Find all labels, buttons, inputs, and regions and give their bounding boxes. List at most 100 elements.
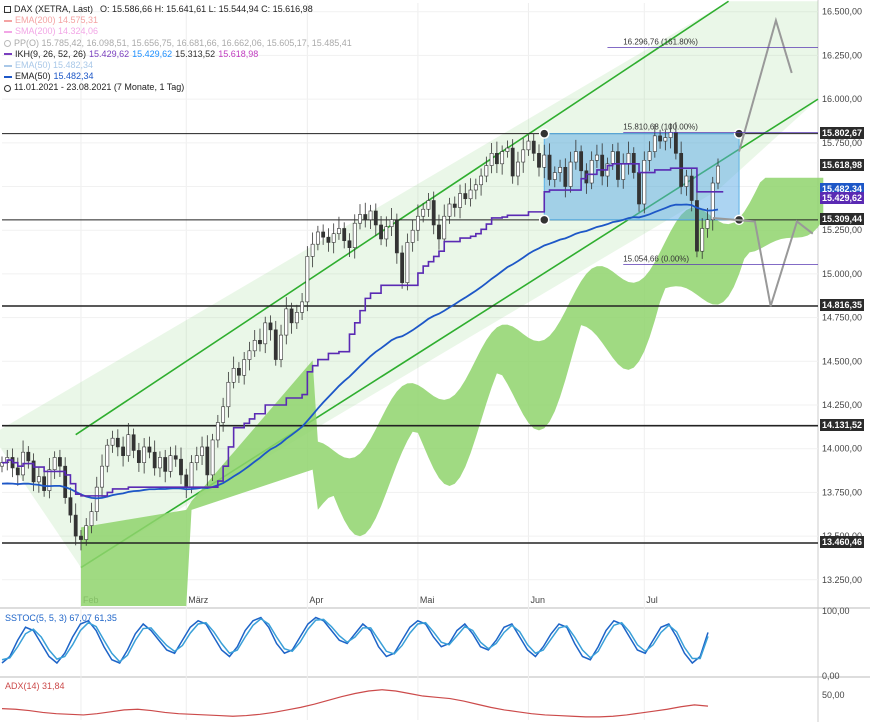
candle-body[interactable] bbox=[131, 434, 136, 451]
candle-body[interactable] bbox=[252, 340, 257, 352]
candle-body[interactable] bbox=[573, 151, 578, 163]
sstoc-label[interactable]: SSTOC(5, 5, 3) 67,07 61,35 bbox=[5, 613, 117, 623]
candle-body[interactable] bbox=[200, 446, 204, 456]
candle-body[interactable] bbox=[621, 163, 626, 180]
candle-body[interactable] bbox=[416, 215, 420, 231]
candle-body[interactable] bbox=[279, 334, 283, 360]
candle-body[interactable] bbox=[294, 312, 299, 324]
candle-body[interactable] bbox=[284, 308, 289, 336]
candle-body[interactable] bbox=[521, 149, 526, 163]
candle-body[interactable] bbox=[47, 469, 52, 491]
candle-body[interactable] bbox=[589, 160, 594, 184]
candle-body[interactable] bbox=[673, 132, 678, 154]
candle-body[interactable] bbox=[484, 165, 489, 177]
candle-body[interactable] bbox=[468, 189, 473, 200]
candle-body[interactable] bbox=[479, 175, 483, 186]
candle-body[interactable] bbox=[42, 476, 47, 491]
candle-body[interactable] bbox=[258, 340, 262, 345]
candle-body[interactable] bbox=[679, 153, 684, 187]
candle-body[interactable] bbox=[568, 161, 573, 187]
candle-body[interactable] bbox=[305, 256, 310, 303]
pivot-marker[interactable] bbox=[539, 128, 550, 139]
candle-body[interactable] bbox=[331, 233, 336, 243]
candle-body[interactable] bbox=[452, 203, 457, 208]
range-box[interactable] bbox=[543, 133, 740, 221]
candle-body[interactable] bbox=[110, 437, 115, 446]
candle-body[interactable] bbox=[647, 151, 652, 161]
candle-body[interactable] bbox=[489, 153, 494, 166]
candle-body[interactable] bbox=[421, 208, 426, 217]
candle-body[interactable] bbox=[226, 381, 231, 408]
candle-body[interactable] bbox=[705, 219, 710, 229]
candle-body[interactable] bbox=[684, 175, 689, 187]
candle-body[interactable] bbox=[100, 465, 104, 488]
legend-row-ema50[interactable]: EMA(50) 15.482,34 bbox=[4, 71, 352, 82]
candle-body[interactable] bbox=[0, 462, 4, 467]
candle-body[interactable] bbox=[558, 166, 562, 173]
candle-body[interactable] bbox=[600, 154, 605, 177]
candle-body[interactable] bbox=[552, 172, 557, 180]
candle-body[interactable] bbox=[579, 151, 584, 172]
candle-body[interactable] bbox=[105, 444, 110, 467]
candle-body[interactable] bbox=[89, 511, 94, 526]
candle-body[interactable] bbox=[242, 359, 247, 376]
candle-body[interactable] bbox=[94, 486, 99, 512]
legend-row-sma200[interactable]: SMA(200) 14.324,06 bbox=[4, 26, 352, 37]
candle-body[interactable] bbox=[263, 322, 268, 345]
candle-body[interactable] bbox=[289, 308, 294, 324]
candle-body[interactable] bbox=[342, 228, 347, 242]
candle-body[interactable] bbox=[147, 446, 152, 453]
candle-body[interactable] bbox=[136, 450, 141, 463]
candle-body[interactable] bbox=[189, 462, 194, 488]
candle-body[interactable] bbox=[363, 214, 368, 221]
candle-body[interactable] bbox=[394, 219, 399, 254]
candle-body[interactable] bbox=[668, 132, 673, 138]
adx-label[interactable]: ADX(14) 31,84 bbox=[5, 681, 65, 691]
candle-body[interactable] bbox=[347, 240, 352, 248]
candle-body[interactable] bbox=[547, 154, 552, 180]
candle-body[interactable] bbox=[716, 165, 720, 184]
candle-body[interactable] bbox=[626, 153, 631, 165]
candle-body[interactable] bbox=[352, 222, 357, 248]
candle-body[interactable] bbox=[405, 242, 410, 283]
candle-body[interactable] bbox=[426, 200, 431, 210]
candle-body[interactable] bbox=[494, 153, 499, 165]
candle-body[interactable] bbox=[142, 446, 147, 463]
candle-body[interactable] bbox=[458, 193, 462, 208]
candle-body[interactable] bbox=[115, 437, 120, 448]
candle-body[interactable] bbox=[526, 140, 531, 151]
candle-body[interactable] bbox=[163, 457, 168, 472]
candle-body[interactable] bbox=[194, 455, 199, 463]
candle-body[interactable] bbox=[410, 229, 415, 243]
candle-body[interactable] bbox=[310, 243, 315, 257]
candle-body[interactable] bbox=[121, 446, 125, 456]
candle-body[interactable] bbox=[652, 135, 657, 152]
candle-body[interactable] bbox=[431, 200, 436, 226]
candle-body[interactable] bbox=[642, 160, 647, 205]
candle-body[interactable] bbox=[616, 151, 620, 180]
legend-row-ema200[interactable]: EMA(200) 14.575,31 bbox=[4, 15, 352, 26]
candle-body[interactable] bbox=[205, 446, 210, 476]
candle-body[interactable] bbox=[247, 350, 252, 360]
candle-body[interactable] bbox=[563, 166, 568, 187]
candle-body[interactable] bbox=[663, 137, 668, 142]
candle-body[interactable] bbox=[210, 439, 215, 476]
candle-body[interactable] bbox=[237, 367, 241, 376]
candle-body[interactable] bbox=[315, 231, 320, 245]
candle-body[interactable] bbox=[358, 214, 362, 224]
legend-row-ikh[interactable]: IKH(9, 26, 52, 26) 15.429,62 15.429,62 1… bbox=[4, 49, 352, 60]
candle-body[interactable] bbox=[15, 467, 20, 476]
candle-body[interactable] bbox=[389, 219, 394, 228]
candle-body[interactable] bbox=[52, 457, 57, 470]
candle-body[interactable] bbox=[231, 367, 236, 383]
candle-body[interactable] bbox=[26, 451, 31, 462]
candle-body[interactable] bbox=[631, 153, 636, 173]
candle-body[interactable] bbox=[689, 175, 694, 201]
candle-body[interactable] bbox=[463, 193, 468, 200]
legend-row-pivot[interactable]: PP(O) 15.785,42, 16.098,51, 15.656,75, 1… bbox=[4, 38, 352, 49]
candle-body[interactable] bbox=[321, 231, 326, 238]
candle-body[interactable] bbox=[658, 135, 662, 142]
candle-body[interactable] bbox=[400, 252, 405, 283]
candle-body[interactable] bbox=[84, 525, 89, 540]
